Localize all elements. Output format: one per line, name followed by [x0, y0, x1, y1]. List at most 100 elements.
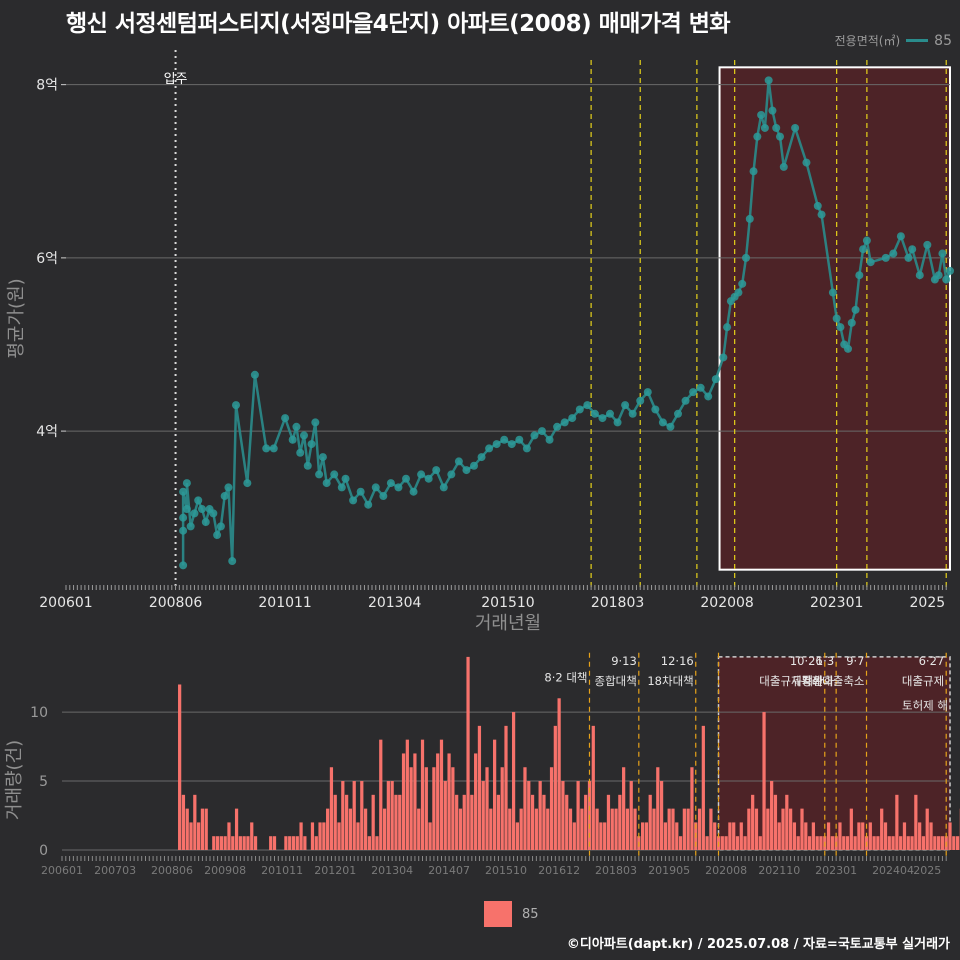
policy-label: 1·3 — [816, 654, 834, 668]
volume-bar — [424, 767, 428, 850]
volume-bar — [629, 781, 633, 850]
volume-x-tick-label: 201407 — [428, 864, 470, 877]
volume-bar — [401, 753, 406, 850]
volume-bar — [519, 808, 523, 850]
price-x-tick-label: 202301 — [810, 595, 863, 611]
volume-bar — [223, 836, 227, 850]
volume-bar — [527, 781, 531, 850]
price-point — [674, 409, 682, 418]
volume-bar — [758, 836, 762, 850]
volume-y-tick-label: 0 — [39, 843, 48, 859]
price-point — [764, 76, 773, 85]
volume-bar — [937, 836, 941, 850]
volume-bar — [667, 808, 671, 850]
price-point — [303, 461, 312, 470]
legend-item-label: 85 — [934, 32, 952, 49]
volume-bar — [458, 808, 463, 850]
price-point — [938, 249, 947, 258]
volume-bar — [462, 794, 466, 850]
price-point — [530, 431, 539, 440]
price-point — [402, 474, 410, 483]
price-point — [658, 418, 667, 427]
volume-bar — [500, 767, 504, 850]
volume-bar — [197, 822, 201, 850]
price-point — [194, 496, 203, 505]
price-point — [417, 470, 426, 479]
price-point — [179, 513, 188, 522]
price-point — [179, 487, 188, 496]
volume-bar — [853, 836, 857, 850]
price-x-tick-label: 200806 — [149, 595, 203, 611]
volume-bar — [830, 836, 834, 850]
volume-bar — [390, 781, 394, 850]
volume-bar — [242, 836, 246, 850]
volume-bar — [485, 767, 489, 850]
policy-label: 6·27 — [919, 654, 945, 668]
volume-x-tick-label: 201201 — [314, 864, 356, 877]
volume-bar — [819, 836, 823, 850]
volume-bar — [940, 836, 945, 850]
price-point — [515, 435, 524, 444]
volume-bar — [363, 808, 368, 850]
move-in-label: 입주 — [164, 72, 188, 87]
price-point — [371, 483, 380, 492]
volume-bar — [253, 836, 258, 850]
price-point — [606, 409, 614, 418]
price-point — [439, 483, 448, 492]
volume-bar — [565, 794, 569, 850]
volume-bar — [739, 822, 743, 850]
volume-bar — [671, 808, 675, 850]
volume-bar — [515, 822, 519, 850]
volume-bar — [955, 836, 960, 850]
volume-bar — [200, 808, 205, 850]
price-point — [470, 461, 478, 470]
price-point — [182, 505, 191, 514]
volume-bar — [542, 794, 546, 850]
price-point — [802, 158, 811, 167]
volume-bar — [918, 822, 922, 850]
volume-y-tick-label: 10 — [30, 705, 48, 721]
volume-bar — [413, 753, 417, 850]
volume-bar — [800, 808, 804, 850]
price-point — [896, 232, 905, 241]
volume-bar — [580, 808, 584, 850]
price-point — [262, 444, 271, 453]
volume-bar — [493, 739, 497, 850]
volume-bar — [595, 808, 599, 850]
volume-bar — [428, 822, 432, 850]
price-point — [394, 483, 403, 492]
price-point — [545, 435, 554, 444]
price-point — [386, 479, 395, 488]
price-point — [738, 279, 747, 288]
price-point — [288, 435, 297, 444]
price-point — [356, 487, 365, 496]
volume-bar — [204, 808, 208, 850]
price-point — [828, 288, 837, 297]
volume-x-tick-label: 2025 — [913, 864, 941, 877]
volume-x-tick-label: 201011 — [261, 864, 303, 877]
policy-label: 8·2 대책 — [544, 671, 587, 685]
volume-x-tick-label: 200703 — [94, 864, 136, 877]
volume-bar — [766, 808, 770, 850]
volume-bar — [625, 808, 630, 850]
volume-bar — [872, 836, 876, 850]
price-point — [209, 509, 218, 518]
volume-bar — [451, 767, 455, 850]
volume-bar — [948, 822, 952, 850]
volume-bar — [409, 767, 413, 850]
price-point — [182, 479, 191, 488]
volume-bar — [443, 781, 447, 850]
volume-bar — [250, 822, 254, 850]
volume-bar — [394, 794, 398, 850]
volume-bar — [314, 836, 318, 850]
price-point — [689, 388, 698, 397]
volume-bar — [606, 794, 611, 850]
volume-bar — [568, 808, 573, 850]
price-point — [296, 448, 305, 457]
price-point — [613, 418, 622, 427]
volume-x-tick-label: 201905 — [648, 864, 690, 877]
price-point — [704, 392, 713, 401]
volume-bar — [713, 822, 717, 850]
price-point — [832, 314, 841, 323]
volume-bar — [724, 836, 728, 850]
